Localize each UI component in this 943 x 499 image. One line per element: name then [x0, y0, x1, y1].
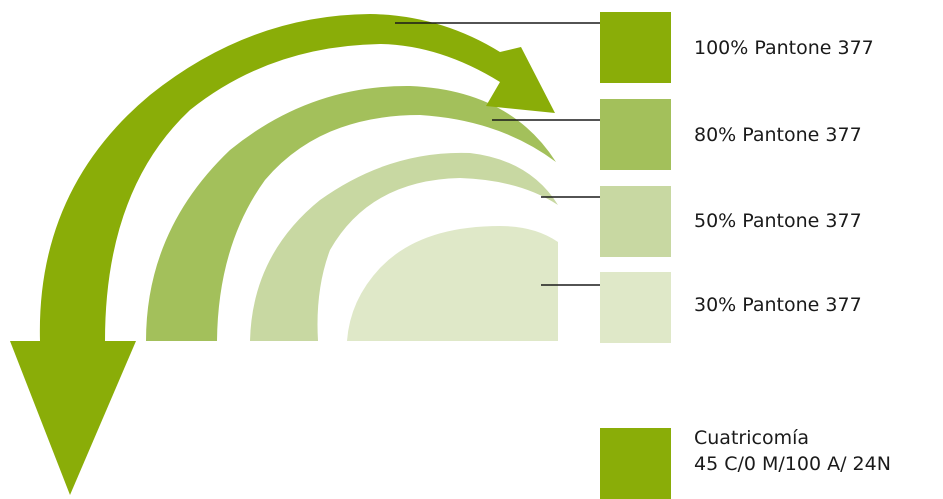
label-100-percent: 100% Pantone 377: [694, 37, 874, 59]
swatch-80-percent: [600, 99, 671, 170]
process-color-label: Cuatricomía 45 C/0 M/100 A/ 24N: [694, 425, 891, 477]
swatch-process-color: [600, 428, 671, 499]
arc-arrow-100-percent: [39, 14, 556, 341]
arc-50-percent: [250, 152, 558, 341]
process-color-name: Cuatricomía: [694, 427, 809, 449]
down-arrowhead: [10, 341, 136, 495]
process-color-formula: 45 C/0 M/100 A/ 24N: [694, 453, 891, 475]
arc-30-percent: [347, 226, 558, 341]
arc-80-percent: [146, 85, 556, 341]
swatch-100-percent: [600, 12, 671, 83]
label-80-percent: 80% Pantone 377: [694, 124, 862, 146]
swatch-30-percent: [600, 272, 671, 343]
label-30-percent: 30% Pantone 377: [694, 294, 862, 316]
label-50-percent: 50% Pantone 377: [694, 210, 862, 232]
swatch-50-percent: [600, 186, 671, 257]
